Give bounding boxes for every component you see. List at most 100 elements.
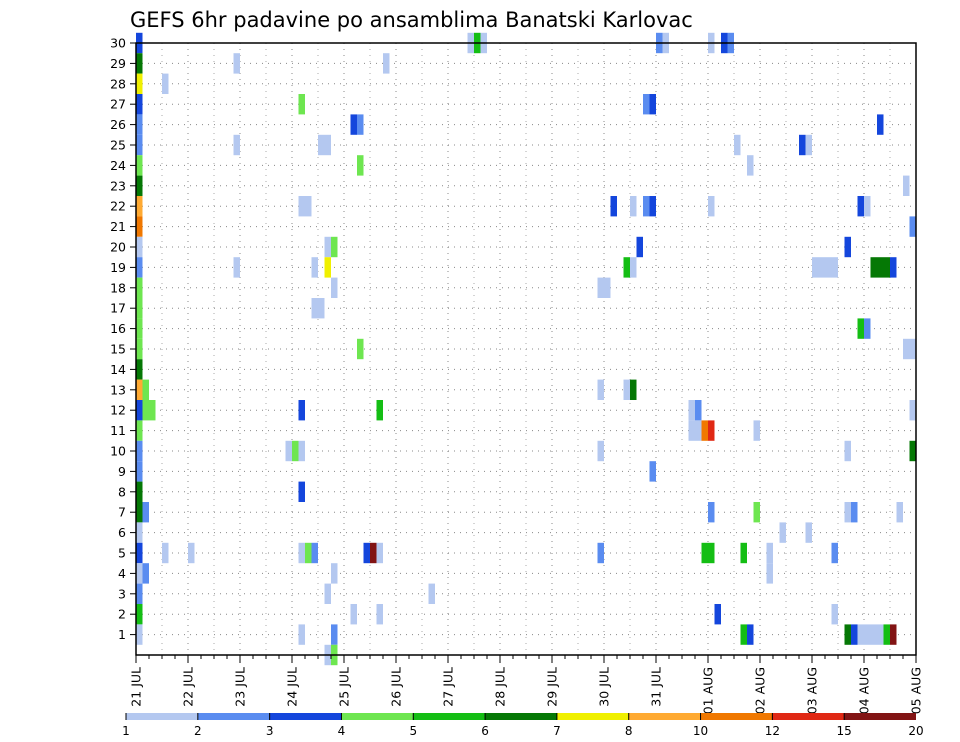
heatmap-cell bbox=[311, 257, 318, 278]
y-tick-label: 25 bbox=[110, 138, 126, 153]
heatmap-cell bbox=[851, 502, 858, 523]
x-tick-label: 30 JUL bbox=[597, 667, 612, 707]
heatmap-cell bbox=[136, 53, 143, 74]
heatmap-cell bbox=[324, 257, 331, 278]
heatmap-cell bbox=[136, 155, 143, 176]
heatmap-cell bbox=[805, 522, 812, 543]
heatmap-cell bbox=[630, 379, 637, 400]
colorbar-segment bbox=[556, 713, 629, 720]
y-tick-label: 30 bbox=[110, 36, 126, 51]
colorbar-segment bbox=[700, 713, 773, 720]
y-tick-label: 27 bbox=[110, 97, 126, 112]
heatmap-cell bbox=[136, 522, 143, 543]
heatmap-cell bbox=[630, 257, 637, 278]
x-tick-label: 24 JUL bbox=[285, 667, 300, 707]
heatmap-cell bbox=[136, 604, 143, 625]
heatmap-cell bbox=[870, 624, 877, 645]
heatmap-cell bbox=[142, 563, 149, 584]
heatmap-cell bbox=[233, 257, 240, 278]
heatmap-cell bbox=[825, 257, 832, 278]
heatmap-cell bbox=[136, 420, 143, 441]
colorbar-segment bbox=[844, 713, 916, 720]
heatmap-cell bbox=[136, 440, 143, 462]
x-tick-label: 26 JUL bbox=[389, 667, 404, 707]
heatmap-cell bbox=[649, 461, 656, 482]
heatmap-cell bbox=[318, 134, 325, 156]
heatmap-cell bbox=[844, 502, 851, 523]
heatmap-cell bbox=[890, 624, 897, 645]
heatmap-cell bbox=[610, 196, 617, 217]
heatmap-cell bbox=[136, 379, 143, 400]
heatmap-cell bbox=[136, 216, 143, 237]
heatmap-cell bbox=[136, 134, 143, 156]
colorbar-tick-label: 3 bbox=[266, 724, 274, 738]
heatmap-cell bbox=[305, 542, 312, 564]
heatmap-cell bbox=[136, 94, 143, 115]
y-tick-label: 5 bbox=[118, 546, 126, 561]
y-tick-label: 26 bbox=[110, 117, 126, 132]
y-tick-label: 6 bbox=[118, 525, 126, 540]
colorbar-segment bbox=[197, 713, 270, 720]
heatmap-cell bbox=[877, 114, 884, 135]
heatmap-cell bbox=[324, 236, 331, 258]
heatmap-cell bbox=[909, 216, 916, 237]
heatmap-cell bbox=[623, 257, 630, 278]
heatmap-cell bbox=[136, 583, 143, 604]
heatmap-cell bbox=[357, 114, 364, 135]
heatmap-cell bbox=[909, 400, 916, 421]
heatmap-cell bbox=[799, 134, 806, 156]
heatmap-cell bbox=[701, 420, 708, 441]
y-tick-label: 29 bbox=[110, 56, 126, 71]
heatmap-cell bbox=[695, 420, 702, 441]
x-tick-label: 27 JUL bbox=[441, 667, 456, 707]
heatmap-cell bbox=[142, 400, 149, 421]
heatmap-cell bbox=[604, 277, 611, 298]
heatmap-cell bbox=[896, 502, 903, 523]
colorbar-segment bbox=[126, 713, 198, 720]
heatmap-cell bbox=[350, 114, 357, 135]
y-tick-label: 21 bbox=[110, 219, 126, 234]
heatmap-cell bbox=[136, 175, 143, 196]
chart-title: GEFS 6hr padavine po ansamblima Banatski… bbox=[130, 8, 693, 32]
heatmap-cell bbox=[844, 440, 851, 462]
y-tick-label: 19 bbox=[110, 260, 126, 275]
heatmap-cell bbox=[331, 624, 338, 645]
colorbar-segment bbox=[628, 713, 701, 720]
heatmap-cell bbox=[909, 338, 916, 360]
y-tick-label: 9 bbox=[118, 464, 126, 479]
heatmap-cell bbox=[298, 624, 305, 645]
heatmap-cell bbox=[708, 542, 715, 564]
y-tick-label: 17 bbox=[110, 301, 126, 316]
x-tick-label: 31 JUL bbox=[649, 667, 664, 707]
x-tick-label: 03 AUG bbox=[805, 667, 820, 714]
heatmap-cell bbox=[864, 318, 871, 339]
colorbar-tick-label: 20 bbox=[908, 724, 923, 738]
colorbar-tick-label: 7 bbox=[553, 724, 561, 738]
heatmap-cell bbox=[851, 624, 858, 645]
colorbar-tick-label: 8 bbox=[625, 724, 633, 738]
heatmap-cell bbox=[630, 196, 637, 217]
heatmap-cell bbox=[864, 624, 871, 645]
heatmap-cell bbox=[597, 542, 604, 564]
colorbar-segment bbox=[772, 713, 845, 720]
colorbar: 1 2 3 4 5 6 7 8 10 12 15 20 bbox=[122, 713, 924, 738]
cells-layer bbox=[136, 32, 916, 666]
heatmap-cell bbox=[136, 236, 143, 258]
heatmap-cell bbox=[708, 196, 715, 217]
heatmap-cell bbox=[805, 134, 812, 156]
heatmap-cell bbox=[740, 624, 747, 645]
y-tick-label: 23 bbox=[110, 178, 126, 193]
y-tick-label: 7 bbox=[118, 505, 126, 520]
x-tick-label: 25 JUL bbox=[337, 667, 352, 707]
heatmap-cell bbox=[766, 563, 773, 584]
y-tick-label: 12 bbox=[110, 403, 126, 418]
heatmap-cell bbox=[298, 481, 305, 502]
heatmap-cell bbox=[643, 94, 650, 115]
heatmap-cell bbox=[136, 624, 143, 645]
heatmap-cell bbox=[311, 298, 318, 319]
heatmap-cell bbox=[233, 134, 240, 156]
heatmap-cell bbox=[357, 155, 364, 176]
heatmap-cell bbox=[701, 542, 708, 564]
colorbar-tick-label: 12 bbox=[765, 724, 780, 738]
